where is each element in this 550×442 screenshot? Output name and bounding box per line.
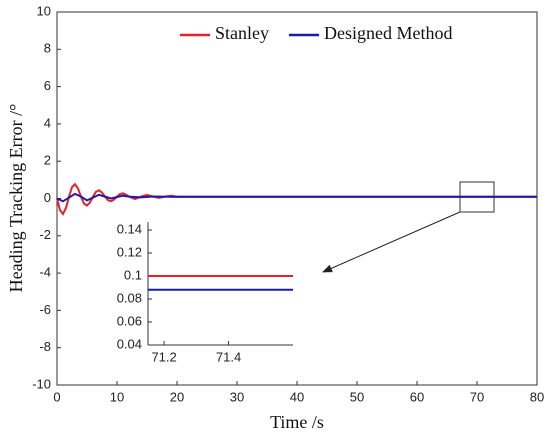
y-tick-label: -4 — [39, 265, 51, 280]
inset-bg — [148, 222, 293, 345]
y-tick-label: -8 — [39, 339, 51, 354]
y-tick-label: 0.08 — [117, 290, 142, 305]
y-tick-label: 0.14 — [117, 221, 142, 236]
legend-label: Designed Method — [324, 23, 452, 43]
x-tick-label: 71.2 — [151, 349, 176, 364]
x-tick-label: 80 — [530, 389, 544, 404]
plot-frame — [56, 11, 538, 386]
y-tick-label: 2 — [44, 153, 51, 168]
x-tick-label: 0 — [53, 389, 60, 404]
y-axis-label: Heading Tracking Error /° — [6, 104, 26, 293]
y-tick-label: 4 — [44, 115, 51, 130]
y-tick-label: 0 — [44, 190, 51, 205]
legend-label: Stanley — [215, 23, 269, 43]
x-tick-label: 50 — [350, 389, 364, 404]
y-tick-label: 6 — [44, 78, 51, 93]
x-tick-label: 60 — [410, 389, 424, 404]
x-axis-label: Time /s — [270, 412, 324, 432]
zoom-arrow — [322, 211, 461, 273]
y-tick-label: 0.06 — [117, 313, 142, 328]
x-tick-label: 40 — [290, 389, 304, 404]
y-tick-label: -10 — [32, 376, 51, 391]
y-tick-label: 0.04 — [117, 336, 142, 351]
y-tick-label: 8 — [44, 41, 51, 56]
x-tick-label: 20 — [170, 389, 184, 404]
x-tick-label: 70 — [470, 389, 484, 404]
x-tick-label: 71.4 — [216, 349, 241, 364]
series-line — [56, 182, 537, 216]
x-tick-label: 10 — [110, 389, 124, 404]
y-tick-label: -6 — [39, 302, 51, 317]
series-line — [56, 192, 537, 203]
x-tick-label: 30 — [230, 389, 244, 404]
y-tick-label: -2 — [39, 227, 51, 242]
y-tick-label: 0.12 — [117, 244, 142, 259]
y-tick-label: 0.1 — [124, 267, 142, 282]
y-tick-label: 10 — [37, 3, 51, 18]
